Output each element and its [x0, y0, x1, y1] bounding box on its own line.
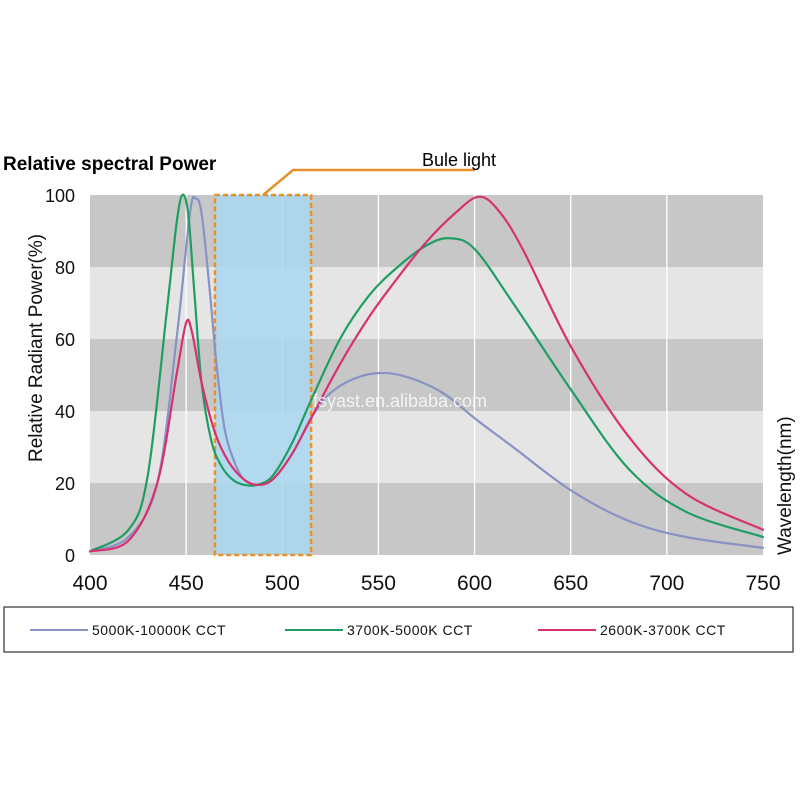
x-tick-label: 500 [265, 572, 300, 595]
x-tick-label: 750 [745, 572, 780, 595]
background-band [90, 411, 763, 483]
x-tick-label: 550 [361, 572, 396, 595]
plot-background-bands [90, 195, 763, 555]
x-tick-label: 650 [553, 572, 588, 595]
y-tick-label: 40 [55, 402, 75, 422]
spectral-curves [88, 193, 765, 553]
x-axis-ticks: 400 450 500 550 600 650 700 750 [72, 572, 780, 595]
legend-label-3: 2600K-3700K CCT [600, 622, 726, 638]
y-tick-label: 20 [55, 474, 75, 494]
background-band [90, 195, 763, 267]
x-tick-label: 450 [169, 572, 204, 595]
background-band [90, 483, 763, 555]
y-tick-label: 80 [55, 258, 75, 278]
y-tick-label: 100 [45, 186, 75, 206]
x-tick-label: 400 [72, 572, 107, 595]
background-band [90, 339, 763, 411]
legend-box [3, 606, 794, 653]
y-axis-label: Relative Radiant Power(%) [26, 234, 47, 462]
legend: 5000K-10000K CCT 3700K-5000K CCT 2600K-370… [3, 606, 794, 653]
blue-light-callout-line [262, 168, 476, 196]
legend-label-1: 5000K-10000K CCT [92, 622, 226, 638]
blue-light-callout-label: Bule light [422, 150, 496, 170]
chart-title: Relative spectral Power [3, 154, 217, 175]
blue-light-region [213, 193, 313, 557]
series-line-2 [88, 193, 765, 553]
x-tick-label: 700 [649, 572, 684, 595]
legend-label-2: 3700K-5000K CCT [347, 622, 473, 638]
y-axis-ticks: 0 20 40 60 80 100 [45, 186, 75, 566]
y-tick-label: 0 [65, 546, 75, 566]
x-axis-label: Wavelength(nm) [775, 416, 796, 555]
watermark-text: fsyast.en.alibaba.com [313, 391, 487, 411]
x-tick-label: 600 [457, 572, 492, 595]
series-line-3 [88, 195, 765, 553]
background-band [90, 267, 763, 339]
y-tick-label: 60 [55, 330, 75, 350]
